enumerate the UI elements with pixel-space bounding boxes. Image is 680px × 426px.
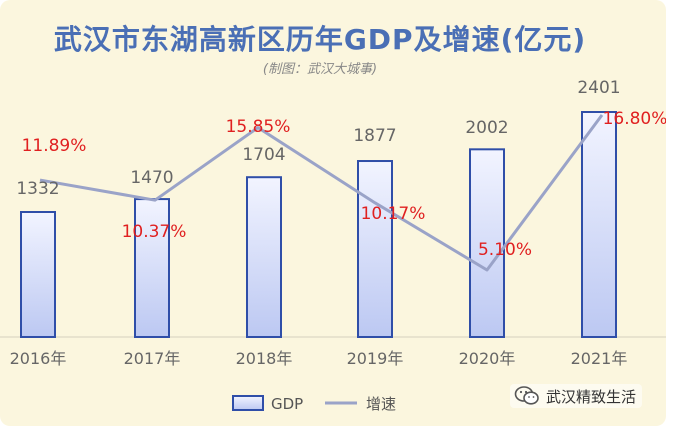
watermark: 武汉精致生活: [510, 384, 643, 408]
bar-gdp-2: [246, 176, 282, 338]
bar-gdp-1: [134, 198, 170, 338]
legend-swatch-gdp: [232, 395, 264, 411]
x-tick-label: 2020年: [459, 349, 516, 368]
chart-subtitle: (制图：武汉大城事): [262, 62, 378, 77]
gdp-value-label: 1877: [353, 126, 396, 146]
x-tick-label: 2016年: [10, 349, 67, 368]
x-tick-label: 2018年: [236, 349, 293, 368]
legend-label-gdp: GDP: [271, 395, 303, 413]
legend-label-growth: 增速: [366, 395, 396, 413]
x-tick-label: 2017年: [124, 349, 181, 368]
gdp-value-label: 1704: [242, 145, 285, 165]
gdp-value-label: 2401: [577, 78, 620, 98]
chart-legend: GDP 增速: [232, 395, 396, 413]
bar-gdp-5: [581, 111, 617, 338]
bar-gdp-4: [469, 148, 505, 338]
growth-value-label: 5.10%: [478, 240, 532, 260]
watermark-text: 武汉精致生活: [546, 387, 637, 406]
gdp-value-label: 2002: [465, 118, 508, 138]
growth-value-label: 15.85%: [226, 117, 291, 137]
growth-value-label: 11.89%: [22, 136, 87, 156]
growth-value-label: 16.80%: [603, 109, 666, 129]
x-tick-label: 2021年: [571, 349, 628, 368]
chart-plot: 1332 1470 1704 1877 2002 2401 11.89% 10.37% 15.8…: [0, 78, 666, 413]
x-tick-label: 2019年: [347, 349, 404, 368]
chart-title: 武汉市东湖高新区历年GDP及增速(亿元): [53, 23, 587, 56]
bar-gdp-3: [357, 160, 393, 338]
wechat-icon: [514, 386, 539, 405]
gdp-value-label: 1332: [16, 179, 59, 199]
bar-gdp-0: [20, 211, 56, 338]
growth-value-label: 10.17%: [361, 204, 426, 224]
gdp-value-label: 1470: [130, 168, 173, 188]
growth-value-label: 10.37%: [122, 222, 187, 242]
chart-card: 武汉市东湖高新区历年GDP及增速(亿元) (制图：武汉大城事) 1332 1470…: [0, 0, 666, 426]
line-growth: [39, 114, 604, 272]
